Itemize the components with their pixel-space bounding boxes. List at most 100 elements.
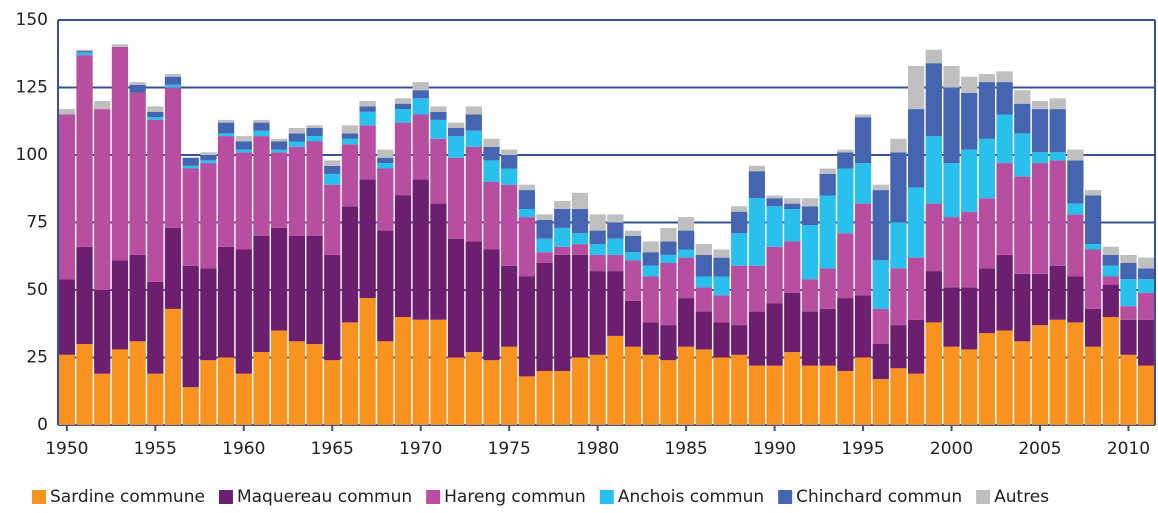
bar-segment [589,271,606,355]
bar-segment [695,287,712,312]
bar-segment [501,149,518,155]
bar-segment [111,260,129,350]
x-tick-label: 1990 [753,439,796,459]
bar-segment [164,84,182,88]
bar-segment [890,325,907,369]
bar-segment [359,111,376,126]
bar-segment [1120,279,1137,307]
bar-segment [1031,163,1049,274]
bar-segment [1084,244,1102,250]
bar-segment [306,136,323,142]
x-tick-label: 1950 [45,439,88,459]
bar-segment [978,268,996,334]
bar-segment [341,125,359,134]
bar-segment [164,87,182,228]
bar-segment [748,265,766,312]
bar-segment [837,371,854,425]
bar-segment [1138,319,1155,366]
bar-segment [554,254,571,371]
bar-segment [217,357,235,425]
bar-segment [907,65,925,110]
bar-segment [111,44,129,47]
bar-segment [872,260,889,309]
bar-segment [837,149,854,153]
bar-segment [961,92,978,150]
bar-segment [872,344,889,380]
bar-segment [837,152,854,169]
bar-segment [854,117,872,164]
bar-segment [872,184,889,191]
bar-segment [819,173,836,196]
bar-segment [412,114,429,180]
bar-segment [1120,319,1137,355]
bar-segment [324,165,341,174]
bar-segment [253,122,270,131]
bar-segment [713,249,730,258]
bar-segment [554,209,571,228]
bar-segment [200,268,217,361]
bar-segment [837,168,854,234]
y-tick-label: 125 [16,78,48,98]
bar-segment [978,333,996,425]
bar-segment [1031,273,1049,326]
bar-segment [377,157,394,164]
bar-segment [341,138,359,145]
bar-segment [695,349,712,425]
bar-segment [607,335,624,425]
bar-segment [925,63,942,137]
bar-segment [483,182,500,250]
bar-segment [76,49,93,52]
bar-segment [677,249,695,258]
bar-segment [501,346,518,425]
bar-segment [129,341,146,425]
bar-segment [943,87,960,164]
bar-segment [412,82,429,91]
bar-segment [607,271,624,336]
bar-segment [235,149,252,153]
bar-segment [235,152,252,250]
bar-segment [801,279,819,312]
bar-segment [890,368,907,425]
bar-segment [677,298,695,347]
bar-segment [943,65,960,88]
bar-segment [412,90,429,99]
bar-segment [695,244,712,255]
bar-segment [164,308,182,425]
bar-segment [271,152,288,228]
bar-segment [607,254,624,272]
bar-segment [447,136,465,158]
bar-segment [872,190,889,261]
bar-segment [200,155,217,161]
bar-segment [235,249,252,374]
bar-segment [677,257,695,299]
bar-segment [1084,249,1102,309]
x-tick-label: 1975 [488,439,531,459]
bar-segment [235,141,252,150]
bar-segment [324,360,341,425]
bar-segment [324,173,341,185]
bar-segment [1031,101,1049,110]
bar-segment [430,106,447,112]
bar-segment [1067,322,1084,425]
bar-segment [58,354,75,425]
bar-segment [801,198,819,207]
bar-segment [164,227,182,309]
bar-segment [483,138,500,147]
bar-segment [76,55,93,247]
bar-segment [607,214,624,223]
bar-segment [731,206,748,212]
bar-segment [695,254,712,277]
legend-label: Autres [994,487,1049,507]
bar-segment [854,203,872,296]
bar-segment [907,319,925,374]
bar-segment [854,163,872,204]
bar-segment [76,52,93,56]
bar-segment [1102,284,1119,317]
bar-segment [430,119,447,139]
bar-segment [94,109,111,290]
bar-segment [465,106,482,115]
bar-segment [324,184,341,255]
x-tick-label: 1980 [576,439,619,459]
bar-segment [713,295,730,323]
bar-segment [341,133,359,139]
